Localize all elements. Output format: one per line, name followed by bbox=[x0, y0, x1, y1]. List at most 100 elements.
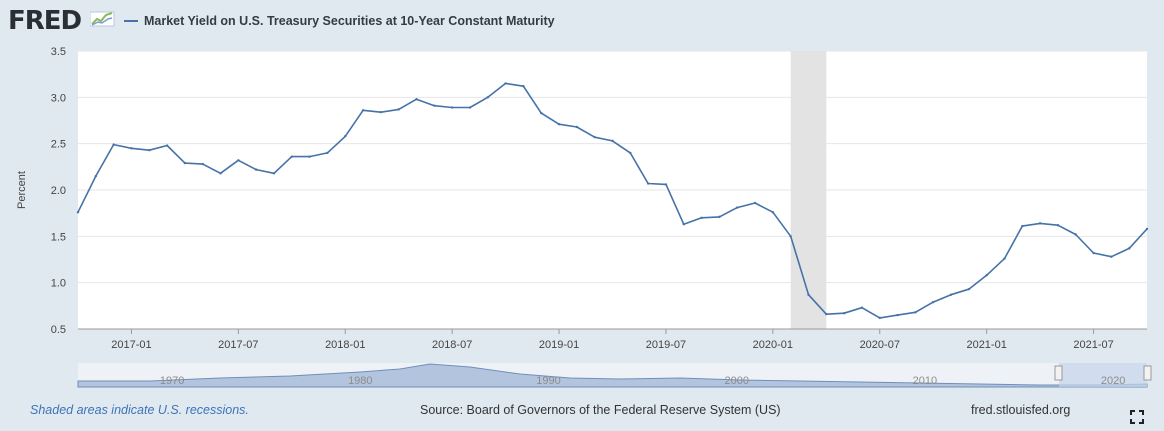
data-point bbox=[201, 162, 204, 166]
data-point bbox=[1038, 222, 1042, 225]
chart-legend[interactable]: Market Yield on U.S. Treasury Securities… bbox=[124, 14, 555, 28]
data-point bbox=[433, 104, 436, 107]
navigator-tick-label: 1980 bbox=[348, 375, 372, 387]
data-point bbox=[219, 172, 222, 175]
data-point bbox=[504, 82, 507, 85]
x-tick-label: 2018-07 bbox=[432, 339, 472, 351]
navigator-tick-label: 2000 bbox=[724, 375, 748, 387]
data-points bbox=[76, 82, 1149, 320]
data-point bbox=[700, 216, 703, 219]
data-point bbox=[522, 85, 525, 88]
data-point bbox=[896, 313, 899, 317]
data-point bbox=[272, 172, 276, 175]
data-point bbox=[148, 148, 151, 152]
navigator-tick-label: 2020 bbox=[1101, 375, 1125, 387]
x-tick-label: 2017-01 bbox=[111, 339, 151, 351]
x-tick-label: 2019-07 bbox=[646, 339, 686, 351]
fred-logo[interactable]: FRED bbox=[8, 6, 82, 36]
data-point bbox=[130, 147, 133, 150]
site-link[interactable]: fred.stlouisfed.org bbox=[971, 403, 1071, 417]
chart-header: FRED Market Yield on U.S. Treasury Secur… bbox=[0, 0, 1164, 44]
x-tick-label: 2018-01 bbox=[325, 339, 365, 351]
navigator-tick-label: 2010 bbox=[913, 375, 937, 387]
data-point bbox=[557, 123, 561, 126]
data-point bbox=[1003, 257, 1006, 260]
data-point bbox=[878, 316, 881, 320]
data-point bbox=[379, 110, 383, 114]
data-point bbox=[540, 111, 543, 115]
data-point bbox=[1110, 255, 1113, 258]
y-tick-label: 2.0 bbox=[51, 185, 66, 197]
data-point bbox=[736, 206, 739, 209]
x-axis: 2017-01 2017-07 2018-01 2018-07 2019-01 2019-… bbox=[78, 328, 1147, 351]
data-point bbox=[985, 274, 988, 277]
data-point bbox=[344, 135, 347, 138]
data-point bbox=[1056, 224, 1060, 227]
data-point bbox=[718, 215, 721, 219]
data-point bbox=[771, 211, 775, 214]
data-point bbox=[842, 312, 846, 315]
data-point bbox=[165, 144, 169, 147]
y-axis: 0.5 1.0 1.5 2.0 2.5 3.0 3.5 bbox=[51, 46, 66, 336]
data-point bbox=[807, 293, 810, 296]
data-point bbox=[183, 161, 187, 165]
data-point bbox=[76, 211, 80, 214]
data-point bbox=[611, 139, 614, 143]
data-point bbox=[932, 300, 935, 304]
data-point bbox=[646, 182, 650, 185]
data-source: Source: Board of Governors of the Federa… bbox=[420, 403, 781, 417]
data-point bbox=[254, 168, 258, 171]
navigator-selection[interactable] bbox=[1059, 363, 1147, 387]
data-point bbox=[575, 125, 579, 129]
x-tick-label: 2021-07 bbox=[1073, 339, 1113, 351]
data-point bbox=[664, 183, 668, 186]
navigator-tick-label: 1970 bbox=[160, 375, 184, 387]
data-point bbox=[789, 235, 792, 238]
y-tick-label: 0.5 bbox=[51, 324, 66, 336]
data-point bbox=[825, 312, 828, 316]
navigator-handle-left[interactable] bbox=[1054, 365, 1063, 381]
y-tick-label: 1.5 bbox=[51, 231, 66, 243]
data-point bbox=[682, 223, 685, 226]
x-tick-label: 2020-01 bbox=[753, 339, 793, 351]
recession-shade bbox=[790, 51, 827, 329]
data-point bbox=[949, 293, 953, 296]
data-point bbox=[468, 106, 472, 109]
data-point bbox=[397, 108, 400, 111]
x-tick-label: 2017-07 bbox=[218, 339, 258, 351]
y-tick-label: 3.0 bbox=[51, 92, 66, 104]
data-point bbox=[112, 143, 115, 146]
data-point bbox=[1145, 227, 1149, 231]
navigator-tick-label: 1990 bbox=[536, 375, 560, 387]
navigator-ticks: 1970 1980 1990 2000 2010 2020 bbox=[160, 375, 1126, 387]
legend-line-swatch bbox=[124, 20, 138, 22]
data-point bbox=[1021, 224, 1024, 228]
navigator-handle-right[interactable] bbox=[1143, 365, 1152, 381]
fullscreen-icon[interactable] bbox=[1130, 410, 1144, 424]
data-point bbox=[629, 151, 632, 155]
data-point bbox=[914, 311, 917, 314]
data-point bbox=[290, 155, 293, 158]
data-point bbox=[237, 159, 240, 162]
x-tick-label: 2019-01 bbox=[539, 339, 579, 351]
y-tick-label: 1.0 bbox=[51, 278, 66, 290]
y-tick-label: 3.5 bbox=[51, 46, 66, 58]
data-point bbox=[326, 151, 329, 155]
data-point bbox=[1127, 247, 1131, 250]
y-axis-label: Percent bbox=[16, 171, 28, 209]
data-point bbox=[361, 109, 365, 112]
data-point bbox=[486, 96, 489, 99]
data-point bbox=[415, 97, 418, 101]
data-point bbox=[1074, 233, 1077, 236]
data-point bbox=[1092, 251, 1095, 255]
line-chart[interactable]: 0.5 1.0 1.5 2.0 2.5 3.0 3.5 2017-01 2017-07 2018… bbox=[0, 0, 1164, 400]
data-point bbox=[94, 174, 98, 178]
x-tick-label: 2021-01 bbox=[966, 339, 1006, 351]
data-point bbox=[753, 201, 757, 205]
time-navigator[interactable]: 1970 1980 1990 2000 2010 2020 bbox=[77, 363, 1152, 388]
recession-note: Shaded areas indicate U.S. recessions. bbox=[30, 403, 249, 417]
data-point bbox=[967, 287, 971, 291]
legend-label: Market Yield on U.S. Treasury Securities… bbox=[144, 14, 555, 28]
y-tick-label: 2.5 bbox=[51, 139, 66, 151]
data-point bbox=[308, 155, 311, 158]
